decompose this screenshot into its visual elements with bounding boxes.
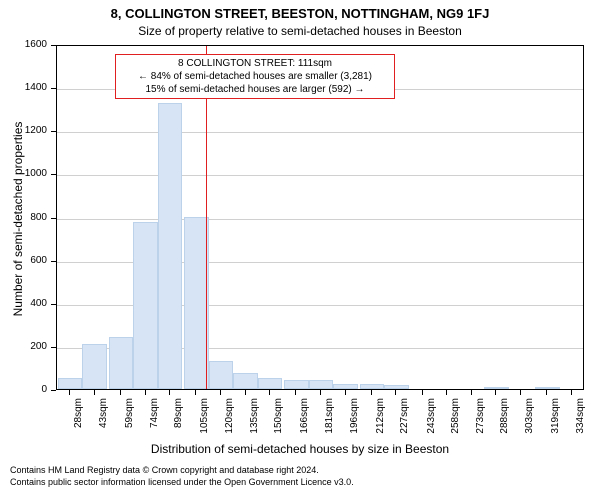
histogram-bar xyxy=(109,337,134,389)
y-tick-label: 800 xyxy=(0,213,47,223)
x-tick-label: 59sqm xyxy=(125,398,135,443)
x-tick xyxy=(395,390,396,395)
y-tick xyxy=(51,347,56,348)
annotation-line: 15% of semi-detached houses are larger (… xyxy=(120,83,390,96)
x-tick-label: 181sqm xyxy=(325,398,335,443)
y-tick-label: 1600 xyxy=(0,40,47,50)
x-tick xyxy=(269,390,270,395)
y-tick-label: 1000 xyxy=(0,169,47,179)
x-tick-label: 105sqm xyxy=(200,398,210,443)
footer-line-2: Contains public sector information licen… xyxy=(10,477,354,488)
x-tick-label: 196sqm xyxy=(350,398,360,443)
x-tick-label: 150sqm xyxy=(274,398,284,443)
x-tick-label: 166sqm xyxy=(300,398,310,443)
histogram-bar xyxy=(184,217,209,390)
x-tick-label: 288sqm xyxy=(500,398,510,443)
x-tick xyxy=(169,390,170,395)
x-tick xyxy=(371,390,372,395)
histogram-bar xyxy=(384,385,409,389)
y-tick-label: 200 xyxy=(0,342,47,352)
y-tick xyxy=(51,390,56,391)
y-tick xyxy=(51,218,56,219)
histogram-bar xyxy=(233,373,258,389)
y-tick xyxy=(51,261,56,262)
x-tick xyxy=(220,390,221,395)
annotation-line: 8 COLLINGTON STREET: 111sqm xyxy=(120,57,390,70)
x-tick xyxy=(546,390,547,395)
x-tick xyxy=(195,390,196,395)
histogram-bar xyxy=(158,103,183,389)
x-tick-label: 135sqm xyxy=(250,398,260,443)
x-tick-label: 258sqm xyxy=(451,398,461,443)
y-tick-label: 1400 xyxy=(0,83,47,93)
x-tick xyxy=(471,390,472,395)
histogram-bar xyxy=(58,378,83,389)
x-tick xyxy=(345,390,346,395)
annotation-line: ← 84% of semi-detached houses are smalle… xyxy=(120,70,390,83)
x-tick xyxy=(446,390,447,395)
y-tick-label: 1200 xyxy=(0,126,47,136)
histogram-bar xyxy=(284,380,309,389)
x-tick-label: 89sqm xyxy=(174,398,184,443)
x-tick-label: 334sqm xyxy=(576,398,586,443)
y-tick xyxy=(51,304,56,305)
histogram-bar xyxy=(209,361,234,389)
x-tick xyxy=(320,390,321,395)
y-tick xyxy=(51,174,56,175)
x-tick-label: 212sqm xyxy=(376,398,386,443)
chart-subtitle: Size of property relative to semi-detach… xyxy=(0,24,600,38)
y-tick xyxy=(51,131,56,132)
x-tick xyxy=(422,390,423,395)
x-tick-label: 120sqm xyxy=(225,398,235,443)
chart-root: 8, COLLINGTON STREET, BEESTON, NOTTINGHA… xyxy=(0,0,600,500)
x-tick-label: 227sqm xyxy=(400,398,410,443)
x-tick-label: 243sqm xyxy=(427,398,437,443)
y-tick-label: 600 xyxy=(0,256,47,266)
histogram-bar xyxy=(258,378,283,389)
footer-line-1: Contains HM Land Registry data © Crown c… xyxy=(10,465,319,476)
x-tick xyxy=(520,390,521,395)
histogram-bar xyxy=(535,387,560,389)
x-axis-label: Distribution of semi-detached houses by … xyxy=(0,442,600,456)
gridline xyxy=(57,132,583,133)
x-tick xyxy=(245,390,246,395)
x-tick xyxy=(571,390,572,395)
x-tick-label: 273sqm xyxy=(476,398,486,443)
chart-title: 8, COLLINGTON STREET, BEESTON, NOTTINGHA… xyxy=(0,6,600,21)
x-tick-label: 28sqm xyxy=(74,398,84,443)
x-tick xyxy=(94,390,95,395)
annotation-box: 8 COLLINGTON STREET: 111sqm← 84% of semi… xyxy=(115,54,395,99)
x-tick xyxy=(495,390,496,395)
y-tick-label: 400 xyxy=(0,299,47,309)
histogram-bar xyxy=(333,384,358,389)
x-tick xyxy=(69,390,70,395)
y-tick xyxy=(51,45,56,46)
histogram-bar xyxy=(484,387,509,389)
plot-area: 8 COLLINGTON STREET: 111sqm← 84% of semi… xyxy=(56,45,584,390)
x-tick xyxy=(145,390,146,395)
x-tick-label: 43sqm xyxy=(99,398,109,443)
x-tick xyxy=(120,390,121,395)
x-tick-label: 319sqm xyxy=(551,398,561,443)
x-tick-label: 74sqm xyxy=(150,398,160,443)
histogram-bar xyxy=(82,344,107,389)
gridline xyxy=(57,175,583,176)
x-tick xyxy=(295,390,296,395)
histogram-bar xyxy=(309,380,334,389)
histogram-bar xyxy=(133,222,158,389)
y-tick-label: 0 xyxy=(0,385,47,395)
y-tick xyxy=(51,88,56,89)
gridline xyxy=(57,219,583,220)
histogram-bar xyxy=(360,384,385,389)
x-tick-label: 303sqm xyxy=(525,398,535,443)
